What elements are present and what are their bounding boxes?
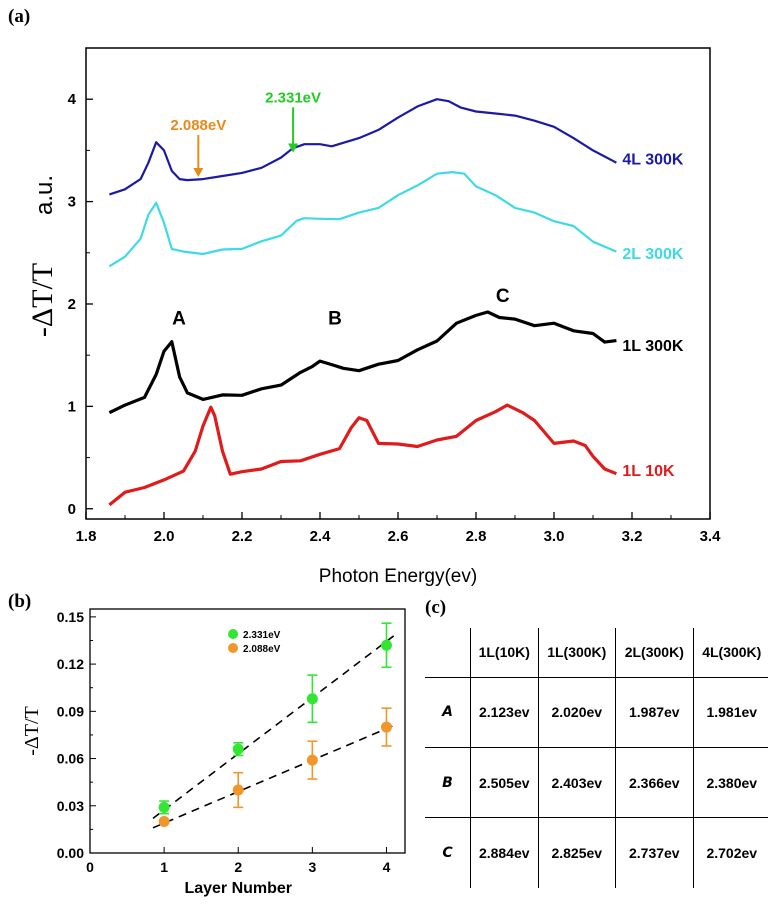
x-tick-label: 2.4 [310, 528, 332, 545]
x-tick-label: 1 [160, 859, 168, 875]
y-axis-unit: a.u. [31, 175, 58, 215]
table-row: B 2.505ev 2.403ev 2.366ev 2.380ev [425, 746, 768, 819]
table-row: C 2.884ev 2.825ev 2.737ev 2.702ev [425, 817, 768, 888]
y-tick-label: 0.15 [57, 609, 84, 625]
y-axis-label: -ΔT/T [21, 706, 43, 756]
table-row-label: B [425, 746, 471, 819]
series-label: 1L 300K [622, 338, 684, 355]
panel-label-a: (a) [8, 6, 31, 27]
series-line [108, 171, 617, 268]
x-tick-label: 2.2 [232, 528, 253, 545]
legend-label: 2.331eV [243, 630, 281, 641]
table-header-cell: 1L(10K) [470, 628, 539, 678]
panel-label-b: (b) [8, 591, 32, 612]
y-tick-label: 0.00 [57, 845, 84, 861]
x-tick-label: 1.8 [76, 528, 97, 545]
table-cell: 2.380ev [692, 746, 768, 819]
y-tick-label: 4 [68, 91, 77, 108]
table-row-label: C [425, 817, 471, 888]
series-label: 2L 300K [622, 246, 684, 263]
y-tick-label: 1 [68, 398, 76, 415]
series-label: 1L 10K [622, 463, 675, 480]
panel-label-c: (c) [425, 597, 447, 618]
series-line [109, 98, 617, 196]
x-tick-label: 3 [308, 859, 316, 875]
table-header-row: 1L(10K) 1L(300K) 2L(300K) 4L(300K) [425, 628, 768, 678]
table-cell: 1.987ev [615, 676, 694, 748]
table-row: A 2.123ev 2.020ev 1.987ev 1.981ev [425, 676, 768, 748]
x-tick-label: 4 [383, 859, 391, 875]
x-axis-label: Layer Number [184, 880, 292, 897]
x-tick-label: 3.2 [622, 528, 643, 545]
x-tick-label: 3.0 [544, 528, 565, 545]
table-header-cell: 2L(300K) [615, 628, 694, 678]
legend-marker [228, 643, 239, 653]
table-cell: 2.123ev [470, 676, 539, 748]
peak-table: 1L(10K) 1L(300K) 2L(300K) 4L(300K) A 2.1… [425, 628, 768, 888]
y-tick-label: 2 [68, 296, 76, 313]
x-axis-label: Photon Energy(ev) [319, 566, 477, 587]
y-tick-label: 0 [68, 501, 76, 518]
data-point [306, 754, 318, 766]
peak-label: C [496, 286, 510, 307]
y-tick-label: 3 [68, 194, 76, 211]
table-cell: 2.505ev [470, 746, 539, 819]
data-point [306, 693, 318, 705]
table-cell: 2.366ev [615, 746, 694, 819]
fit-line [152, 724, 395, 829]
y-tick-label: 0.06 [57, 751, 84, 767]
y-axis-label: -ΔT/T [26, 263, 59, 337]
x-tick-label: 2 [234, 859, 242, 875]
fit-line [152, 635, 395, 820]
series-line [108, 310, 617, 415]
chart-a: 1.8 2.0 2.2 2.4 2.6 2.8 3.0 3.2 3.4 0 1 2 3 4 Photon E… [26, 47, 722, 587]
table-cell: 2.403ev [537, 746, 617, 819]
annotation-arrowhead [193, 168, 204, 178]
table-cell: 1.981ev [692, 676, 768, 748]
chart-b: 0 1 2 3 4 0.00 0.03 0.06 0.09 0.12 0.15 Layer Numbe… [21, 608, 406, 897]
data-point [232, 784, 244, 796]
x-tick-label: 2.6 [388, 528, 409, 545]
plot-frame [89, 608, 406, 854]
x-tick-label: 2.0 [154, 528, 175, 545]
series-line [108, 403, 617, 507]
table-cell: 2.702ev [692, 817, 768, 888]
table-header-cell [425, 628, 471, 678]
table-header-cell: 4L(300K) [692, 628, 768, 678]
table-cell: 2.884ev [470, 817, 539, 888]
y-tick-label: 0.09 [57, 703, 84, 719]
table-cell: 2.825ev [537, 817, 617, 888]
y-tick-label: 0.12 [57, 656, 84, 672]
annotation-arrowhead [288, 143, 299, 153]
x-tick-label: 0 [86, 859, 94, 875]
data-point [158, 801, 170, 813]
table-cell: 2.737ev [615, 817, 694, 888]
data-point [232, 743, 244, 755]
peak-label: A [172, 308, 186, 329]
data-point [380, 721, 392, 733]
x-tick-label: 2.8 [466, 528, 487, 545]
table-cell: 2.020ev [537, 676, 617, 748]
table-row-label: A [425, 676, 471, 748]
legend-label: 2.088eV [243, 644, 281, 655]
data-point [158, 816, 170, 828]
peak-label: B [328, 308, 342, 329]
series-label: 4L 300K [622, 152, 684, 169]
x-tick-label: 3.4 [700, 528, 722, 545]
data-point [380, 639, 392, 651]
annotation-label: 2.331eV [265, 89, 321, 106]
legend-marker [228, 629, 239, 639]
table-header-cell: 1L(300K) [537, 628, 617, 678]
annotation-label: 2.088eV [170, 117, 226, 134]
y-tick-label: 0.03 [57, 798, 84, 814]
